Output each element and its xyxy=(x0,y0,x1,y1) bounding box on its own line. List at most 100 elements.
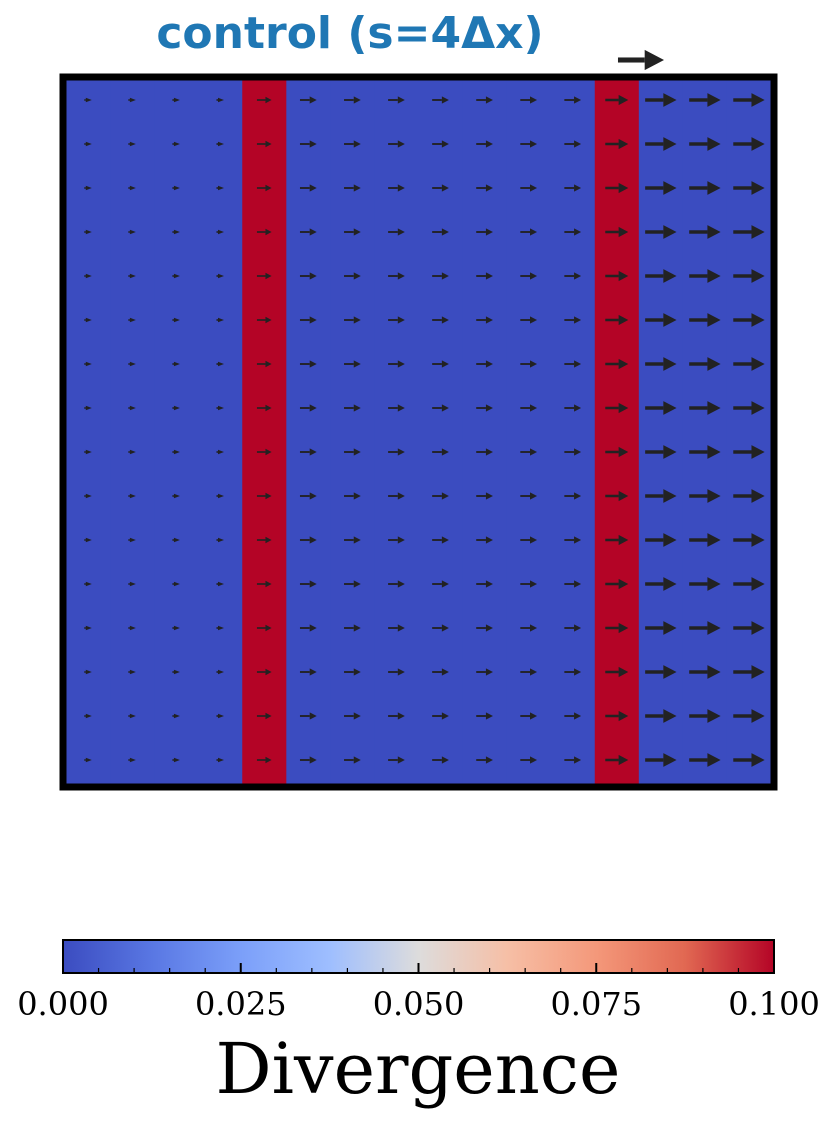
quiver-arrow xyxy=(256,272,272,280)
quiver-arrow xyxy=(128,405,136,411)
quiver-key-arrow xyxy=(617,49,665,71)
quiver-arrow xyxy=(564,712,582,720)
chart-title: control (s=4Δx) xyxy=(156,8,544,59)
quiver-arrow xyxy=(645,269,677,283)
quiver-arrow xyxy=(476,624,493,632)
quiver-arrow xyxy=(128,185,136,191)
quiver-arrow xyxy=(172,229,180,235)
quiver-arrow xyxy=(299,228,317,236)
heatmap-column xyxy=(506,80,552,784)
quiver-arrow xyxy=(344,96,361,104)
quiver-arrow xyxy=(645,577,677,591)
quiver-arrow xyxy=(344,360,361,368)
quiver-key xyxy=(617,49,665,71)
quiver-arrow xyxy=(216,317,224,323)
quiver-arrow xyxy=(128,273,136,279)
quiver-arrow xyxy=(520,536,538,544)
quiver-arrow xyxy=(689,137,721,151)
quiver-arrow xyxy=(564,580,582,588)
heatmap-column xyxy=(682,80,728,784)
quiver-arrow xyxy=(432,756,449,764)
quiver-arrow xyxy=(299,140,317,148)
quiver-arrow xyxy=(216,581,224,587)
quiver-arrow xyxy=(645,445,677,459)
heatmap-cells xyxy=(66,80,772,784)
quiver-arrow xyxy=(344,404,361,412)
quiver-arrow xyxy=(256,536,272,544)
quiver-arrow xyxy=(388,140,405,148)
quiver-arrow xyxy=(432,272,449,280)
quiver-arrow xyxy=(605,446,629,458)
quiver-arrow xyxy=(256,712,272,720)
quiver-arrow xyxy=(172,537,180,543)
quiver-arrow xyxy=(299,184,317,192)
quiver-arrow xyxy=(564,140,582,148)
quiver-arrow xyxy=(216,537,224,543)
quiver-arrow xyxy=(84,757,92,763)
quiver-arrow xyxy=(256,140,272,148)
quiver-arrow xyxy=(84,405,92,411)
plot-frame xyxy=(59,73,778,791)
quiver-arrow xyxy=(216,185,224,191)
quiver-arrow xyxy=(432,712,449,720)
quiver-arrow xyxy=(564,228,582,236)
quiver-arrows xyxy=(84,93,765,767)
quiver-arrow xyxy=(388,184,405,192)
quiver-arrow xyxy=(476,580,493,588)
quiver-arrow xyxy=(605,710,629,722)
quiver-arrow xyxy=(520,228,538,236)
quiver-arrow xyxy=(476,316,493,324)
quiver-arrow xyxy=(689,357,721,371)
quiver-arrow xyxy=(476,272,493,280)
quiver-arrow xyxy=(299,712,317,720)
quiver-arrow xyxy=(432,96,449,104)
quiver-arrow xyxy=(128,537,136,543)
quiver-arrow xyxy=(645,137,677,151)
quiver-arrow xyxy=(564,316,582,324)
quiver-arrow xyxy=(564,404,582,412)
quiver-arrow xyxy=(128,229,136,235)
quiver-arrow xyxy=(520,624,538,632)
quiver-arrow xyxy=(388,580,405,588)
quiver-arrow xyxy=(172,713,180,719)
colorbar-tick-label: 0.075 xyxy=(550,985,643,1023)
colorbar-tick-label: 0.000 xyxy=(17,985,109,1023)
quiver-arrow xyxy=(128,713,136,719)
quiver-arrow xyxy=(84,713,92,719)
quiver-arrow xyxy=(256,448,272,456)
quiver-arrow xyxy=(388,96,405,104)
quiver-arrow xyxy=(645,313,677,327)
quiver-arrow xyxy=(299,96,317,104)
quiver-arrow xyxy=(564,536,582,544)
quiver-arrow xyxy=(388,448,405,456)
quiver-arrow xyxy=(520,140,538,148)
quiver-arrow xyxy=(520,448,538,456)
quiver-arrow xyxy=(388,316,405,324)
quiver-arrow xyxy=(216,229,224,235)
quiver-arrow xyxy=(172,669,180,675)
quiver-arrow xyxy=(605,490,629,502)
quiver-arrow xyxy=(520,492,538,500)
quiver-arrow xyxy=(605,226,629,238)
quiver-arrow xyxy=(645,401,677,415)
quiver-arrow xyxy=(733,753,765,767)
quiver-arrow xyxy=(520,272,538,280)
quiver-arrow xyxy=(476,756,493,764)
quiver-arrow xyxy=(645,621,677,635)
quiver-arrow xyxy=(520,360,538,368)
quiver-arrow xyxy=(733,489,765,503)
quiver-arrow xyxy=(733,445,765,459)
quiver-arrow xyxy=(299,624,317,632)
quiver-arrow xyxy=(84,449,92,455)
quiver-arrow xyxy=(605,314,629,326)
quiver-arrow xyxy=(388,360,405,368)
quiver-arrow xyxy=(388,272,405,280)
quiver-arrow xyxy=(84,537,92,543)
quiver-arrow xyxy=(84,361,92,367)
quiver-arrow xyxy=(564,756,582,764)
quiver-arrow xyxy=(520,580,538,588)
quiver-arrow xyxy=(172,273,180,279)
quiver-arrow xyxy=(520,316,538,324)
quiver-arrow xyxy=(172,185,180,191)
